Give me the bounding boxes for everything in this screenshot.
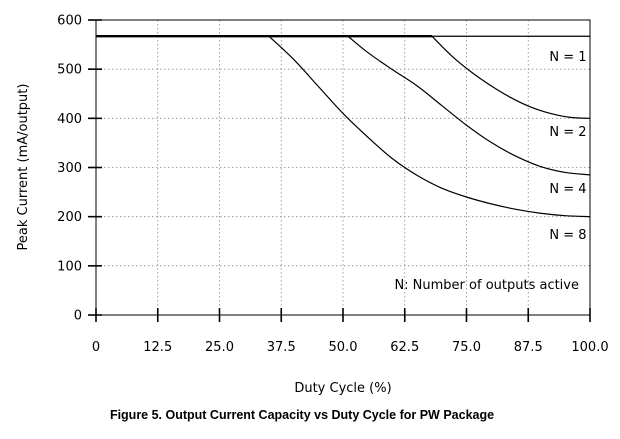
y-tick-label: 0 [74,309,82,324]
axes [88,19,591,322]
x-tick-label: 37.5 [267,340,296,355]
labels: 0 12.5 25.0 37.5 50.0 62.5 75.0 87.5 100.0 0 100 20… [16,14,609,423]
x-tick-label: 75.0 [452,340,481,355]
series-label-n-8: N = 8 [549,228,586,243]
x-axis-title: Duty Cycle (%) [294,381,391,396]
x-tick-label: 12.5 [143,340,172,355]
series-label-n-2: N = 2 [549,125,586,140]
legend-note: N: Number of outputs active [394,278,579,293]
series-line-n-8 [96,35,591,218]
x-tick-label: 0 [92,340,100,355]
series-label-n-1: N = 1 [549,50,586,65]
x-tick-label: 50.0 [329,340,358,355]
series-line-n-2 [96,35,591,119]
y-tick-label: 300 [57,161,82,176]
x-tick-label: 62.5 [390,340,419,355]
x-tick-label: 25.0 [205,340,234,355]
grid [96,19,591,315]
y-tick-label: 500 [57,63,82,78]
y-axis-title: Peak Current (mA/output) [16,84,31,251]
series-label-n-4: N = 4 [549,182,586,197]
x-tick-label: 87.5 [514,340,543,355]
series-lines [96,35,591,218]
series-line-n-4 [96,35,591,176]
y-tick-label: 100 [57,259,82,274]
x-tick-label: 100.0 [571,340,608,355]
y-tick-label: 400 [57,112,82,127]
figure-caption: Figure 5. Output Current Capacity vs Dut… [110,408,494,422]
y-tick-label: 200 [57,210,82,225]
y-tick-label: 600 [57,14,82,29]
